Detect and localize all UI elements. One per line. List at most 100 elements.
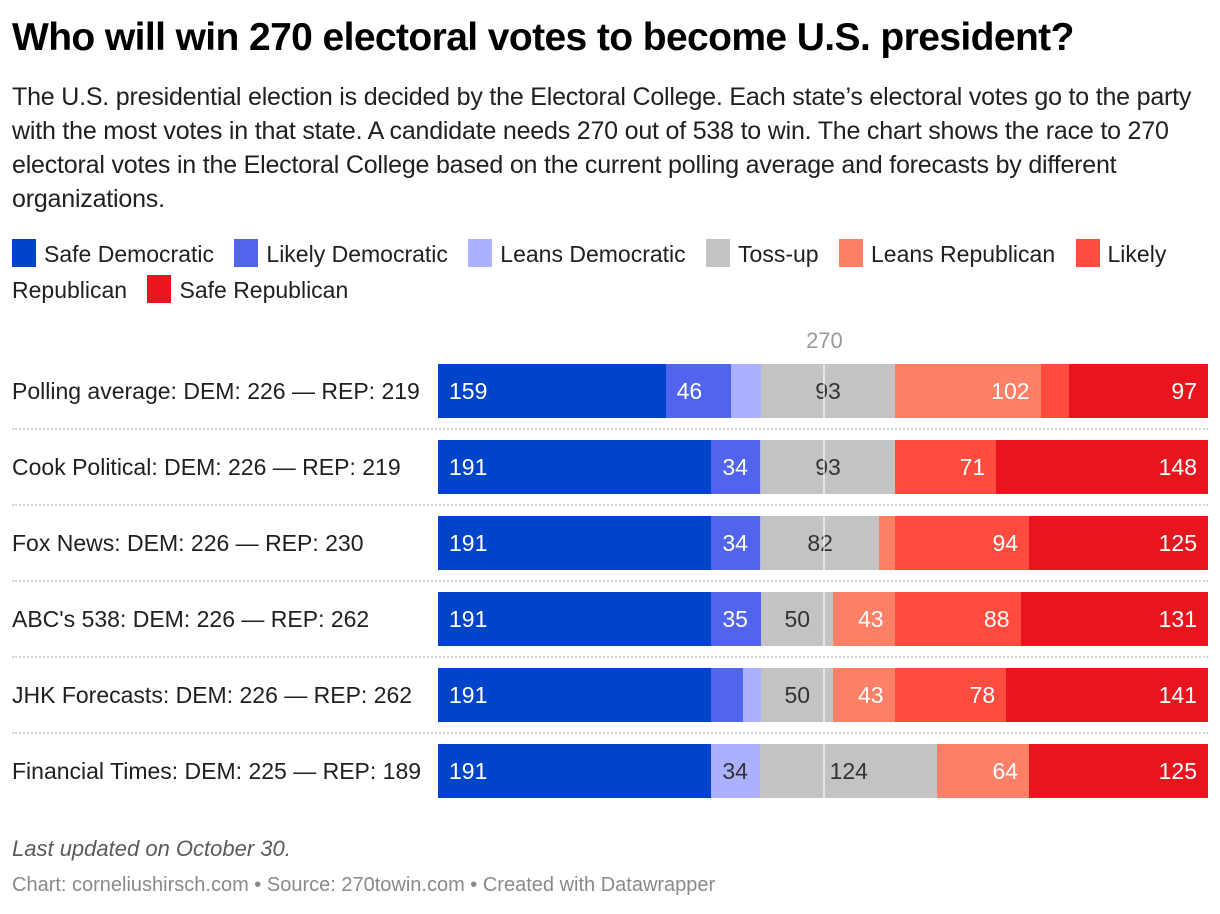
row-label: ABC's 538: DEM: 226 — REP: 262 <box>12 606 370 632</box>
bar-segment-safe-democratic <box>438 364 667 418</box>
bar-segment-safe-democratic <box>438 744 712 798</box>
stacked-bar: 191 34 124 64 125 <box>438 744 1209 798</box>
legend-label: Leans Democratic <box>500 241 686 267</box>
bar-value-label: 50 <box>784 682 811 708</box>
chart-description: The U.S. presidential election is decide… <box>12 83 1192 213</box>
bar-value-label: 93 <box>815 378 841 404</box>
bar-segment-safe-republican <box>1029 516 1209 570</box>
legend-label: Toss-up <box>738 241 819 267</box>
bar-segment-safe-republican <box>1006 668 1209 722</box>
bar-value-label: 35 <box>722 606 748 632</box>
legend-swatch <box>706 239 731 267</box>
legend-swatch <box>234 239 259 267</box>
bar-value-label: 102 <box>991 378 1030 404</box>
bar-value-label: 71 <box>959 454 986 480</box>
bar-segment-likely-democratic <box>711 592 762 646</box>
bar-value-label: 125 <box>1158 530 1197 556</box>
bar-value-label: 43 <box>857 606 884 632</box>
stacked-bar-chart: 270 Polling average: DEM: 226 — REP: 219… <box>0 320 1220 810</box>
bar-segment-likely-republican <box>894 592 1021 646</box>
stacked-bar: 191 34 93 71 148 <box>438 440 1209 494</box>
bar-row: Polling average: DEM: 226 — REP: 219 159 4… <box>0 364 1220 418</box>
bar-row: Financial Times: DEM: 225 — REP: 189 191 3… <box>0 744 1220 798</box>
legend-label: Safe Republican <box>179 277 349 303</box>
bar-segment-safe-democratic <box>438 592 712 646</box>
legend-swatch <box>468 239 493 267</box>
row-separator <box>12 732 1208 734</box>
stacked-bar: 159 46 93 102 97 <box>438 364 1209 418</box>
bar-row: Fox News: DEM: 226 — REP: 230 191 34 82 94 12… <box>0 516 1220 570</box>
bar-value-label: 124 <box>829 758 868 784</box>
bar-value-label: 191 <box>449 530 488 556</box>
reference-line-270 <box>823 668 826 722</box>
bar-row: ABC's 538: DEM: 226 — REP: 262 191 35 50 43 8… <box>0 592 1220 646</box>
bar-value-label: 131 <box>1158 606 1197 632</box>
bar-segment-toss-up <box>761 668 834 722</box>
bar-segment-leans-democratic <box>760 516 762 570</box>
legend-swatch <box>147 275 172 303</box>
bar-segment-toss-up <box>760 744 938 798</box>
legend-item: Safe Republican <box>147 275 349 303</box>
legend-item: Leans Republican <box>838 239 1056 267</box>
reference-line-270 <box>823 516 826 570</box>
bar-value-label: 88 <box>983 606 1010 632</box>
legend-item: Likely Democratic <box>234 239 448 267</box>
bar-value-label: 50 <box>784 606 811 632</box>
bar-value-label: 46 <box>676 378 703 404</box>
bar-row: JHK Forecasts: DEM: 226 — REP: 262 191 50 4… <box>0 668 1220 722</box>
notes: Last updated on October 30. <box>12 836 291 861</box>
bar-value-label: 191 <box>449 606 488 632</box>
bar-segment-likely-democratic <box>665 364 732 418</box>
footer-credits: Chart: corneliushirsch.com • Source: 270… <box>12 874 716 896</box>
bar-segment-safe-democratic <box>438 440 712 494</box>
legend-label: Likely Republican <box>12 241 1167 303</box>
bar-segment-leans-republican <box>833 592 896 646</box>
reference-line-270 <box>823 364 826 418</box>
row-label: Cook Political: DEM: 226 — REP: 219 <box>12 454 401 480</box>
bar-segment-safe-republican <box>996 440 1209 494</box>
legend-label: Safe Democratic <box>44 241 215 267</box>
bar-value-label: 78 <box>969 682 996 708</box>
row-label: Financial Times: DEM: 225 — REP: 189 <box>12 758 422 784</box>
row-label: JHK Forecasts: DEM: 226 — REP: 262 <box>12 682 413 708</box>
bar-segment-safe-republican <box>1020 592 1209 646</box>
bar-segment-leans-republican <box>833 668 896 722</box>
row-separator <box>12 656 1208 658</box>
bar-segment-safe-republican <box>1029 744 1209 798</box>
bar-segment-toss-up <box>761 592 834 646</box>
bar-segment-toss-up <box>761 440 896 494</box>
bar-value-label: 94 <box>992 530 1019 556</box>
stacked-bar: 191 35 50 43 88 131 <box>438 592 1209 646</box>
bar-value-label: 97 <box>1171 378 1197 404</box>
bar-segment-leans-republican <box>894 364 1042 418</box>
row-separator <box>12 428 1208 430</box>
bar-segment-leans-democratic <box>742 668 762 722</box>
legend-swatch <box>12 239 36 267</box>
bar-segment-leans-republican <box>937 744 1030 798</box>
legend: Safe Democratic Likely Democratic Leans … <box>12 236 1212 308</box>
bar-segment-toss-up <box>761 516 880 570</box>
bar-segment-leans-democratic <box>711 744 761 798</box>
bar-value-label: 148 <box>1158 454 1197 480</box>
legend-item: Safe Democratic <box>12 239 215 267</box>
legend-swatch <box>838 239 863 267</box>
legend-item: Toss-up <box>706 239 819 267</box>
bar-segment-likely-democratic <box>711 668 744 722</box>
bar-segment-leans-republican <box>878 516 896 570</box>
bar-value-label: 34 <box>722 758 748 784</box>
bar-segment-likely-republican <box>894 668 1007 722</box>
bar-segment-likely-republican <box>1040 364 1070 418</box>
bar-value-label: 34 <box>722 454 748 480</box>
bar-value-label: 191 <box>449 758 488 784</box>
chart-title: Who will win 270 electoral votes to beco… <box>12 16 1074 59</box>
bar-segment-safe-democratic <box>438 668 712 722</box>
bar-value-label: 82 <box>807 530 833 556</box>
legend-label: Likely Democratic <box>266 241 448 267</box>
stacked-bar: 191 34 82 94 125 <box>438 516 1209 570</box>
bar-value-label: 64 <box>992 758 1019 784</box>
stacked-bar: 191 50 43 78 141 <box>438 668 1209 722</box>
legend-label: Leans Republican <box>870 241 1056 267</box>
bar-segment-safe-republican <box>1069 364 1209 418</box>
bar-segment-leans-democratic <box>731 364 762 418</box>
row-separator <box>12 580 1208 582</box>
